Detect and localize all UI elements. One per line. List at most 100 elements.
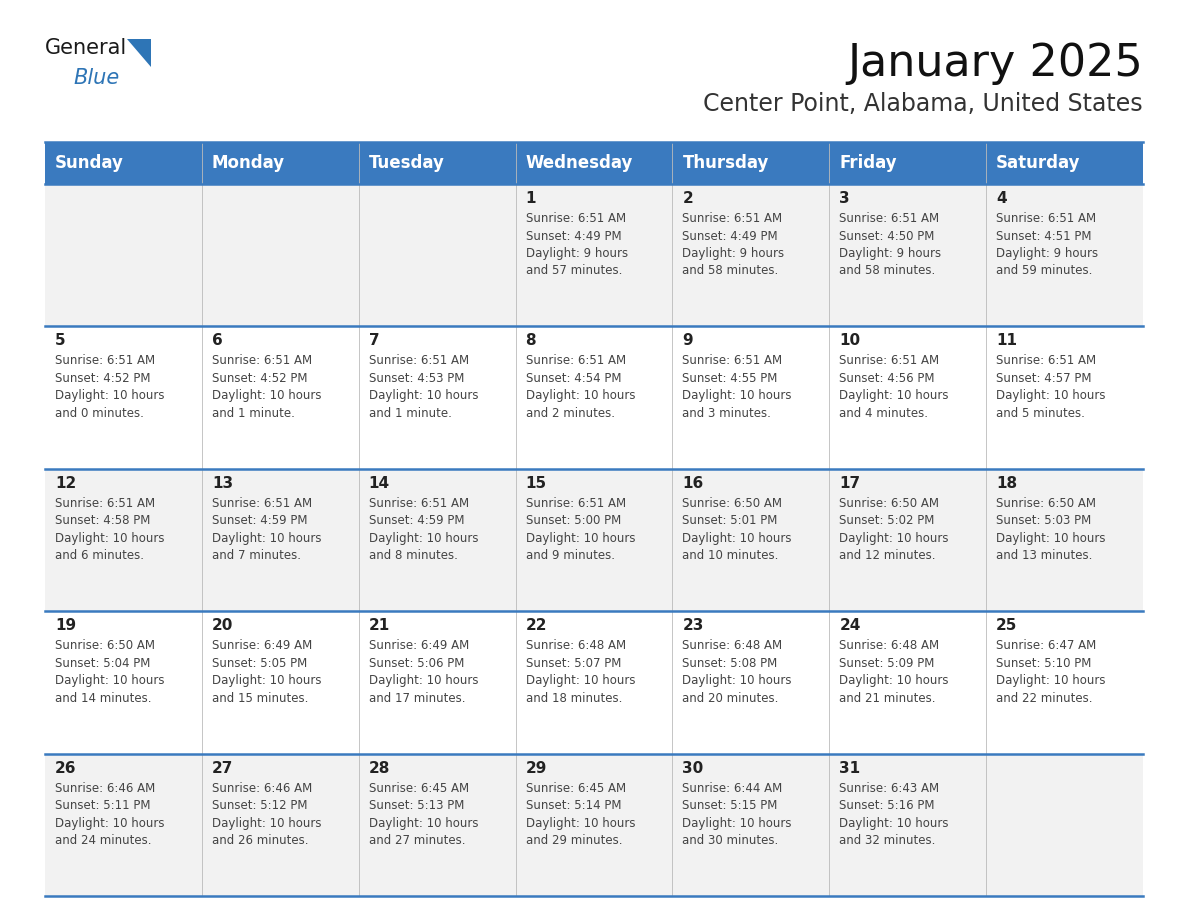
Text: Sunrise: 6:51 AM
Sunset: 4:59 PM
Daylight: 10 hours
and 7 minutes.: Sunrise: 6:51 AM Sunset: 4:59 PM Dayligh… — [211, 497, 322, 563]
Bar — [672, 142, 829, 184]
Bar — [986, 754, 1143, 896]
Text: Sunrise: 6:50 AM
Sunset: 5:01 PM
Daylight: 10 hours
and 10 minutes.: Sunrise: 6:50 AM Sunset: 5:01 PM Dayligh… — [682, 497, 792, 563]
Text: Sunrise: 6:44 AM
Sunset: 5:15 PM
Daylight: 10 hours
and 30 minutes.: Sunrise: 6:44 AM Sunset: 5:15 PM Dayligh… — [682, 781, 792, 847]
Text: Sunrise: 6:51 AM
Sunset: 4:52 PM
Daylight: 10 hours
and 1 minute.: Sunrise: 6:51 AM Sunset: 4:52 PM Dayligh… — [211, 354, 322, 420]
Text: Sunrise: 6:51 AM
Sunset: 4:52 PM
Daylight: 10 hours
and 0 minutes.: Sunrise: 6:51 AM Sunset: 4:52 PM Dayligh… — [55, 354, 164, 420]
Text: 31: 31 — [839, 761, 860, 776]
Text: Monday: Monday — [211, 154, 285, 172]
Bar — [45, 184, 202, 327]
Bar — [516, 469, 672, 611]
Text: Wednesday: Wednesday — [525, 154, 633, 172]
Bar — [45, 327, 202, 469]
Bar — [516, 184, 672, 327]
Bar — [202, 142, 359, 184]
Bar — [359, 142, 516, 184]
Text: Sunrise: 6:51 AM
Sunset: 5:00 PM
Daylight: 10 hours
and 9 minutes.: Sunrise: 6:51 AM Sunset: 5:00 PM Dayligh… — [525, 497, 636, 563]
Text: 19: 19 — [55, 618, 76, 633]
Text: Sunrise: 6:47 AM
Sunset: 5:10 PM
Daylight: 10 hours
and 22 minutes.: Sunrise: 6:47 AM Sunset: 5:10 PM Dayligh… — [997, 639, 1106, 705]
Text: 13: 13 — [211, 476, 233, 491]
Text: 25: 25 — [997, 618, 1017, 633]
Bar — [359, 469, 516, 611]
Text: Sunrise: 6:48 AM
Sunset: 5:07 PM
Daylight: 10 hours
and 18 minutes.: Sunrise: 6:48 AM Sunset: 5:07 PM Dayligh… — [525, 639, 636, 705]
Text: Sunrise: 6:51 AM
Sunset: 4:53 PM
Daylight: 10 hours
and 1 minute.: Sunrise: 6:51 AM Sunset: 4:53 PM Dayligh… — [368, 354, 479, 420]
Text: Sunrise: 6:50 AM
Sunset: 5:02 PM
Daylight: 10 hours
and 12 minutes.: Sunrise: 6:50 AM Sunset: 5:02 PM Dayligh… — [839, 497, 949, 563]
Text: 24: 24 — [839, 618, 860, 633]
Text: 27: 27 — [211, 761, 233, 776]
Text: Thursday: Thursday — [682, 154, 769, 172]
Text: Sunrise: 6:51 AM
Sunset: 4:51 PM
Daylight: 9 hours
and 59 minutes.: Sunrise: 6:51 AM Sunset: 4:51 PM Dayligh… — [997, 212, 1098, 277]
Bar — [672, 327, 829, 469]
Text: Sunrise: 6:51 AM
Sunset: 4:58 PM
Daylight: 10 hours
and 6 minutes.: Sunrise: 6:51 AM Sunset: 4:58 PM Dayligh… — [55, 497, 164, 563]
Bar — [45, 469, 202, 611]
Bar — [516, 142, 672, 184]
Bar — [516, 611, 672, 754]
Text: Sunrise: 6:48 AM
Sunset: 5:08 PM
Daylight: 10 hours
and 20 minutes.: Sunrise: 6:48 AM Sunset: 5:08 PM Dayligh… — [682, 639, 792, 705]
Bar — [359, 327, 516, 469]
Text: Blue: Blue — [72, 68, 119, 88]
Text: 12: 12 — [55, 476, 76, 491]
Bar — [45, 754, 202, 896]
Bar — [672, 754, 829, 896]
Text: 28: 28 — [368, 761, 390, 776]
Text: 8: 8 — [525, 333, 536, 349]
Text: 10: 10 — [839, 333, 860, 349]
Text: 21: 21 — [368, 618, 390, 633]
Bar — [829, 469, 986, 611]
Text: Sunrise: 6:51 AM
Sunset: 4:57 PM
Daylight: 10 hours
and 5 minutes.: Sunrise: 6:51 AM Sunset: 4:57 PM Dayligh… — [997, 354, 1106, 420]
Bar — [202, 184, 359, 327]
Bar — [829, 611, 986, 754]
Text: 22: 22 — [525, 618, 546, 633]
Bar — [202, 469, 359, 611]
Text: Sunrise: 6:51 AM
Sunset: 4:55 PM
Daylight: 10 hours
and 3 minutes.: Sunrise: 6:51 AM Sunset: 4:55 PM Dayligh… — [682, 354, 792, 420]
Text: Sunday: Sunday — [55, 154, 124, 172]
Text: Sunrise: 6:46 AM
Sunset: 5:11 PM
Daylight: 10 hours
and 24 minutes.: Sunrise: 6:46 AM Sunset: 5:11 PM Dayligh… — [55, 781, 164, 847]
Text: Sunrise: 6:51 AM
Sunset: 4:56 PM
Daylight: 10 hours
and 4 minutes.: Sunrise: 6:51 AM Sunset: 4:56 PM Dayligh… — [839, 354, 949, 420]
Text: Sunrise: 6:51 AM
Sunset: 4:54 PM
Daylight: 10 hours
and 2 minutes.: Sunrise: 6:51 AM Sunset: 4:54 PM Dayligh… — [525, 354, 636, 420]
Polygon shape — [127, 39, 151, 67]
Text: 11: 11 — [997, 333, 1017, 349]
Bar — [986, 142, 1143, 184]
Text: 9: 9 — [682, 333, 693, 349]
Text: Sunrise: 6:46 AM
Sunset: 5:12 PM
Daylight: 10 hours
and 26 minutes.: Sunrise: 6:46 AM Sunset: 5:12 PM Dayligh… — [211, 781, 322, 847]
Text: Sunrise: 6:50 AM
Sunset: 5:04 PM
Daylight: 10 hours
and 14 minutes.: Sunrise: 6:50 AM Sunset: 5:04 PM Dayligh… — [55, 639, 164, 705]
Text: Sunrise: 6:49 AM
Sunset: 5:05 PM
Daylight: 10 hours
and 15 minutes.: Sunrise: 6:49 AM Sunset: 5:05 PM Dayligh… — [211, 639, 322, 705]
Text: Center Point, Alabama, United States: Center Point, Alabama, United States — [703, 92, 1143, 116]
Bar — [359, 611, 516, 754]
Bar — [829, 142, 986, 184]
Text: Sunrise: 6:43 AM
Sunset: 5:16 PM
Daylight: 10 hours
and 32 minutes.: Sunrise: 6:43 AM Sunset: 5:16 PM Dayligh… — [839, 781, 949, 847]
Text: 17: 17 — [839, 476, 860, 491]
Text: 26: 26 — [55, 761, 76, 776]
Bar — [672, 611, 829, 754]
Text: Sunrise: 6:48 AM
Sunset: 5:09 PM
Daylight: 10 hours
and 21 minutes.: Sunrise: 6:48 AM Sunset: 5:09 PM Dayligh… — [839, 639, 949, 705]
Bar — [359, 184, 516, 327]
Text: 5: 5 — [55, 333, 65, 349]
Text: Sunrise: 6:51 AM
Sunset: 4:50 PM
Daylight: 9 hours
and 58 minutes.: Sunrise: 6:51 AM Sunset: 4:50 PM Dayligh… — [839, 212, 941, 277]
Bar — [202, 327, 359, 469]
Text: Saturday: Saturday — [997, 154, 1081, 172]
Bar — [45, 611, 202, 754]
Text: 18: 18 — [997, 476, 1017, 491]
Text: Tuesday: Tuesday — [368, 154, 444, 172]
Bar — [202, 611, 359, 754]
Bar — [829, 754, 986, 896]
Text: 23: 23 — [682, 618, 703, 633]
Bar — [986, 469, 1143, 611]
Bar — [672, 184, 829, 327]
Bar — [829, 184, 986, 327]
Text: 6: 6 — [211, 333, 222, 349]
Text: Sunrise: 6:51 AM
Sunset: 4:49 PM
Daylight: 9 hours
and 57 minutes.: Sunrise: 6:51 AM Sunset: 4:49 PM Dayligh… — [525, 212, 627, 277]
Text: Sunrise: 6:45 AM
Sunset: 5:14 PM
Daylight: 10 hours
and 29 minutes.: Sunrise: 6:45 AM Sunset: 5:14 PM Dayligh… — [525, 781, 636, 847]
Bar — [516, 327, 672, 469]
Bar — [986, 327, 1143, 469]
Text: 30: 30 — [682, 761, 703, 776]
Text: 16: 16 — [682, 476, 703, 491]
Text: 7: 7 — [368, 333, 379, 349]
Bar — [45, 142, 202, 184]
Text: Sunrise: 6:51 AM
Sunset: 4:59 PM
Daylight: 10 hours
and 8 minutes.: Sunrise: 6:51 AM Sunset: 4:59 PM Dayligh… — [368, 497, 479, 563]
Text: 1: 1 — [525, 191, 536, 206]
Text: Sunrise: 6:50 AM
Sunset: 5:03 PM
Daylight: 10 hours
and 13 minutes.: Sunrise: 6:50 AM Sunset: 5:03 PM Dayligh… — [997, 497, 1106, 563]
Text: Friday: Friday — [839, 154, 897, 172]
Text: 4: 4 — [997, 191, 1006, 206]
Text: Sunrise: 6:49 AM
Sunset: 5:06 PM
Daylight: 10 hours
and 17 minutes.: Sunrise: 6:49 AM Sunset: 5:06 PM Dayligh… — [368, 639, 479, 705]
Text: 14: 14 — [368, 476, 390, 491]
